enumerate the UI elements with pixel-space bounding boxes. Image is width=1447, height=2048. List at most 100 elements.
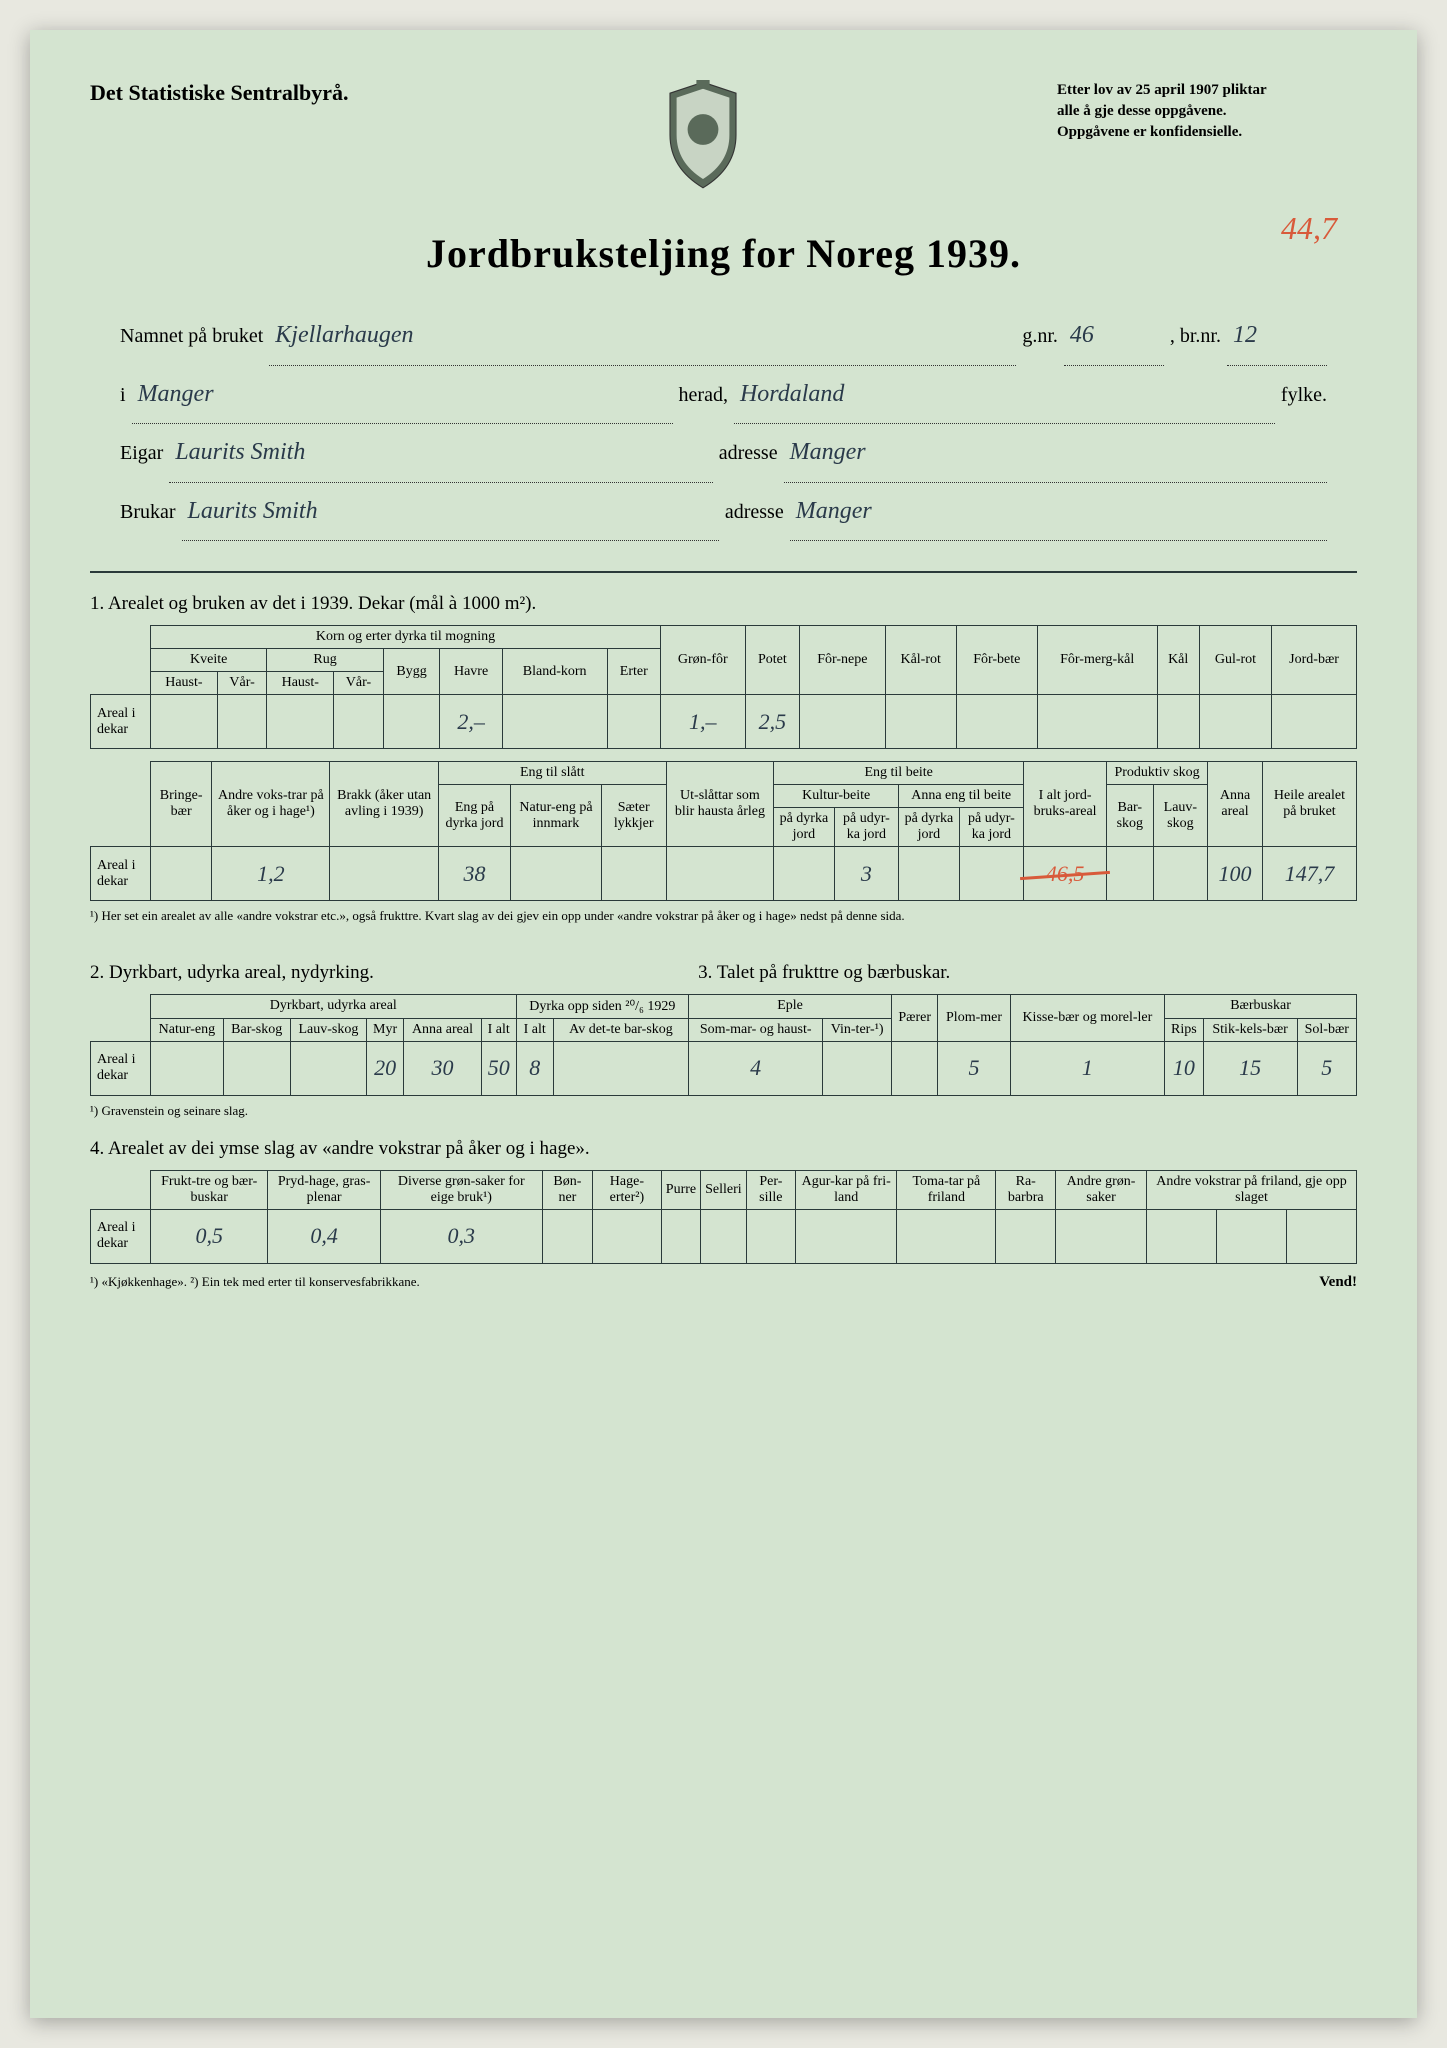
s3-solbaer: Sol-bær <box>1297 1018 1356 1041</box>
s3-vinter: Vin-ter-¹) <box>823 1018 892 1041</box>
kalrot-h: Kål-rot <box>885 626 956 695</box>
kv-haust: Haust- <box>151 672 218 695</box>
v-ialt2b: 8 <box>516 1041 553 1095</box>
s4-selleri: Selleri <box>701 1170 747 1209</box>
legal-line-2: alle å gje desse oppgåvene. <box>1057 101 1357 122</box>
handwritten-corner-note: 44,7 <box>1281 210 1337 247</box>
fylke-value: Hordaland <box>734 366 1275 425</box>
havre-h: Havre <box>440 649 502 695</box>
v-stikkels: 15 <box>1203 1041 1297 1095</box>
v-kisse: 1 <box>1010 1041 1164 1095</box>
forbete-h: Fôr-bete <box>956 626 1037 695</box>
v-div: 0,3 <box>380 1209 542 1263</box>
s2-anna: Anna areal <box>404 1018 482 1041</box>
s2-myr: Myr <box>367 1018 404 1041</box>
s4-purre: Purre <box>661 1170 700 1209</box>
s4-diverse: Diverse grøn-saker for eige bruk¹) <box>380 1170 542 1209</box>
eigar-addr-label: adresse <box>719 429 778 477</box>
heile-h: Heile arealet på bruket <box>1262 762 1356 847</box>
s3-kisse: Kisse-bær og morel-ler <box>1010 994 1164 1041</box>
row-label-1a: Areal i dekar <box>91 695 151 749</box>
eigar-label: Eigar <box>120 429 163 477</box>
row-label-23: Areal i dekar <box>91 1041 151 1095</box>
bringebaer-h: Bringe-bær <box>151 762 212 847</box>
lauvskog-h: Lauv-skog <box>1153 785 1208 847</box>
s4-hageerter: Hage-erter²) <box>593 1170 662 1209</box>
coat-of-arms-icon <box>658 80 748 190</box>
s2-ialt: I alt <box>481 1018 516 1041</box>
v-myr: 20 <box>367 1041 404 1095</box>
rug-h: Rug <box>267 649 383 672</box>
footnote-2: ¹) Gravenstein og seinare slag. <box>90 1102 1357 1120</box>
legal-line-3: Oppgåvene er konfidensielle. <box>1057 122 1357 143</box>
s3-eple: Eple <box>689 994 892 1018</box>
table-1a: Korn og erter dyrka til mogning Grøn-fôr… <box>90 625 1357 749</box>
s2-natureng: Natur-eng <box>151 1018 224 1041</box>
brukar-addr-value: Manger <box>790 483 1327 542</box>
herad-value: Manger <box>132 366 673 425</box>
formergkal-h: Fôr-merg-kål <box>1037 626 1157 695</box>
kal-h: Kål <box>1157 626 1199 695</box>
bygg-h: Bygg <box>383 649 440 695</box>
s3-paerer: Pærer <box>892 994 938 1041</box>
s4-frukttre: Frukt-tre og bær-buskar <box>151 1170 268 1209</box>
kulturbeite-h: Kultur-beite <box>774 785 899 808</box>
ab-dyrka: på dyrka jord <box>899 808 959 847</box>
s2-ialt2: I alt <box>516 1018 553 1041</box>
fylke-label: fylke. <box>1281 371 1327 419</box>
s2-lauvskog: Lauv-skog <box>290 1018 367 1041</box>
s3-stikkels: Stik-kels-bær <box>1203 1018 1297 1041</box>
sections-2-3: 2. Dyrkbart, udyrka areal, nydyrking. 3.… <box>90 944 1357 994</box>
gnr-label: g.nr. <box>1022 312 1058 360</box>
section-1-title: 1. Arealet og bruken av det i 1939. Deka… <box>90 593 1357 615</box>
saeter-h: Sæter lykkjer <box>601 785 666 847</box>
s4-tomatar: Toma-tar på friland <box>897 1170 996 1209</box>
s4-rabarbra: Ra-barbra <box>996 1170 1056 1209</box>
v-kb-udyrka: 3 <box>834 847 899 901</box>
annaareal-h: Anna areal <box>1208 762 1263 847</box>
section-4-title: 4. Arealet av dei ymse slag av «andre vo… <box>90 1138 1357 1160</box>
v-solbaer: 5 <box>1297 1041 1356 1095</box>
legal-line-1: Etter lov av 25 april 1907 pliktar <box>1057 80 1357 101</box>
barskog-h: Bar-skog <box>1106 785 1153 847</box>
brnr-value: 12 <box>1227 307 1327 366</box>
engbeite-h: Eng til beite <box>774 762 1024 785</box>
v-ialt2a: 50 <box>481 1041 516 1095</box>
v-anna2: 30 <box>404 1041 482 1095</box>
divider <box>90 571 1357 573</box>
form-page: Det Statistiske Sentralbyrå. Etter lov a… <box>30 30 1417 2018</box>
kveite-h: Kveite <box>151 649 267 672</box>
s3-sommar: Som-mar- og haust- <box>689 1018 823 1041</box>
ab-udyrka: på udyr-ka jord <box>959 808 1024 847</box>
section-3-title: 3. Talet på frukttre og bærbuskar. <box>698 962 1357 984</box>
erter-h: Erter <box>607 649 660 695</box>
kv-var: Vår- <box>217 672 267 695</box>
v-heile: 147,7 <box>1262 847 1356 901</box>
gnr-value: 46 <box>1064 307 1164 366</box>
v-rips: 10 <box>1165 1041 1204 1095</box>
s4-andregron: Andre grøn-saker <box>1056 1170 1147 1209</box>
rug-haust: Haust- <box>267 672 334 695</box>
utslattar-h: Ut-slåttar som blir hausta årleg <box>666 762 774 847</box>
s4-persille: Per-sille <box>746 1170 795 1209</box>
s2-dyrkaopp: Dyrka opp siden ²⁰/₆ 1929 <box>516 994 689 1018</box>
brnr-label: , br.nr. <box>1170 312 1221 360</box>
section-2-title: 2. Dyrkbart, udyrka areal, nydyrking. <box>90 962 698 984</box>
s3-rips: Rips <box>1165 1018 1204 1041</box>
s3-plommer: Plom-mer <box>938 994 1010 1041</box>
brukar-label: Brukar <box>120 488 176 536</box>
ialtjord-h: I alt jord-bruks-areal <box>1024 762 1107 847</box>
v-sommar: 4 <box>689 1041 823 1095</box>
v-plommer: 5 <box>938 1041 1010 1095</box>
v-andre: 1,2 <box>212 847 330 901</box>
brakk-h: Brakk (åker utan avling i 1939) <box>330 762 438 847</box>
legal-note: Etter lov av 25 april 1907 pliktar alle … <box>1057 80 1357 143</box>
brukar-value: Laurits Smith <box>182 483 719 542</box>
v-havre: 2,– <box>440 695 502 749</box>
farm-info: Namnet på bruket Kjellarhaugen g.nr. 46 … <box>120 307 1327 541</box>
s4-agurkar: Agur-kar på fri-land <box>796 1170 897 1209</box>
natureng-h: Natur-eng på innmark <box>511 785 602 847</box>
v-frukt: 0,5 <box>151 1209 268 1263</box>
s2-avdet: Av det-te bar-skog <box>553 1018 688 1041</box>
table-4: Frukt-tre og bær-buskar Pryd-hage, gras-… <box>90 1170 1357 1264</box>
